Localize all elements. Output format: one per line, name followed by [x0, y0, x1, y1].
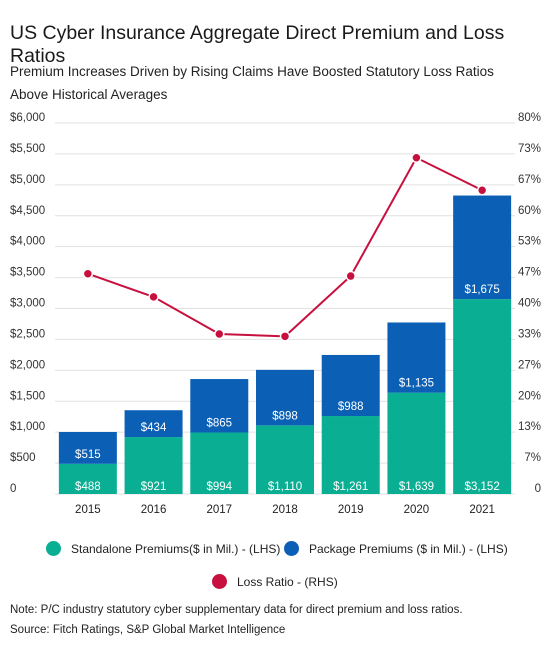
x-tick-label: 2016	[141, 504, 167, 516]
loss-ratio-point	[279, 331, 291, 342]
bar-standalone	[453, 299, 512, 494]
y-right-tick-label: 67%	[518, 174, 541, 186]
y-left-tick-label: $1,500	[10, 390, 45, 402]
legend-swatch-package	[284, 541, 299, 556]
legend-swatch-loss	[212, 574, 227, 589]
legend-package: Package Premiums ($ in Mil.) - (LHS)	[284, 541, 508, 556]
y-left-tick-label: $2,000	[10, 359, 45, 371]
chart-canvas: 0 0 $500 7% $1,000 13% $1,500 20% $2,000 27% $2,50…	[10, 112, 541, 516]
y-left-tick-label: $4,500	[10, 205, 45, 217]
y-left-tick-label: 0	[10, 483, 16, 495]
x-tick-label: 2015	[75, 504, 101, 516]
data-label-package: $1,135	[399, 378, 434, 390]
bar-standalone	[256, 425, 314, 494]
data-label-package: $865	[206, 418, 232, 430]
legend-standalone: Standalone Premiums($ in Mil.) - (LHS)	[46, 541, 280, 556]
chart-note: Note: P/C industry statutory cyber suppl…	[10, 604, 463, 616]
bar-standalone	[58, 463, 117, 494]
y-right-tick-label: 20%	[518, 390, 541, 402]
bar-package	[321, 354, 380, 417]
bar-package	[124, 410, 183, 438]
data-label-package: $898	[272, 410, 298, 422]
data-label-standalone: $1,639	[399, 481, 434, 493]
loss-ratio-point	[214, 328, 225, 340]
legend-loss: Loss Ratio - (RHS)	[212, 574, 338, 589]
data-label-standalone: $3,152	[465, 481, 500, 493]
bar-package	[58, 431, 117, 464]
legend-label-standalone: Standalone Premiums($ in Mil.) - (LHS)	[71, 541, 281, 556]
y-left-tick-label: $5,500	[10, 143, 45, 155]
bar-package	[256, 369, 314, 426]
chart-subtitle: Premium Increases Driven by Rising Claim…	[10, 64, 494, 102]
y-right-tick-label: 27%	[518, 359, 541, 371]
y-left-tick-label: $500	[10, 452, 36, 464]
y-left-tick-label: $1,000	[10, 421, 45, 433]
data-label-package: $434	[141, 422, 167, 434]
y-right-tick-label: 73%	[518, 143, 541, 155]
y-left-tick-label: $2,500	[10, 328, 45, 340]
data-label-package: $1,675	[465, 284, 500, 296]
y-left-tick-label: $3,000	[10, 298, 45, 310]
loss-ratio-point	[148, 291, 159, 303]
y-right-tick-label: 7%	[524, 452, 541, 464]
loss-ratio-point	[476, 184, 488, 196]
bar-standalone	[124, 437, 183, 494]
y-left-tick-label: $5,000	[10, 174, 45, 186]
bar-standalone	[321, 416, 380, 494]
y-right-tick-label: 40%	[518, 298, 541, 310]
y-right-tick-label: 60%	[518, 205, 541, 217]
loss-ratio-point	[411, 152, 422, 164]
x-tick-label: 2019	[338, 504, 364, 516]
y-right-tick-label: 47%	[518, 267, 541, 279]
x-tick-label: 2021	[469, 504, 495, 516]
data-label-package: $515	[75, 449, 101, 461]
x-tick-label: 2018	[272, 504, 298, 516]
y-left-tick-label: $3,500	[10, 267, 45, 279]
data-label-standalone: $994	[206, 481, 232, 493]
loss-ratio-point	[82, 268, 94, 279]
bar-package	[190, 379, 249, 433]
data-label-package: $988	[338, 401, 364, 413]
x-tick-label: 2017	[206, 504, 232, 516]
legend-label-package: Package Premiums ($ in Mil.) - (LHS)	[309, 541, 508, 556]
data-label-standalone: $488	[75, 481, 101, 493]
chart-source: Source: Fitch Ratings, S&P Global Market…	[10, 624, 286, 636]
data-label-standalone: $921	[141, 481, 167, 493]
y-right-tick-label: 33%	[518, 328, 541, 340]
y-right-tick-label: 53%	[518, 236, 541, 248]
chart-title: US Cyber Insurance Aggregate Direct Prem…	[10, 22, 505, 67]
data-label-standalone: $1,110	[268, 481, 302, 493]
legend-swatch-standalone	[46, 541, 61, 556]
y-right-tick-label: 13%	[518, 421, 541, 433]
bar-standalone	[190, 432, 249, 494]
y-right-tick-label: 0	[535, 483, 541, 495]
data-label-standalone: $1,261	[333, 481, 368, 493]
x-tick-label: 2020	[404, 504, 430, 516]
bar-standalone	[387, 392, 446, 494]
y-left-tick-label: $4,000	[10, 236, 45, 248]
legend-label-loss: Loss Ratio - (RHS)	[237, 574, 338, 589]
bar-package	[387, 322, 446, 393]
loss-ratio-point	[345, 270, 356, 282]
bar-package	[453, 195, 512, 300]
y-right-tick-label: 80%	[518, 112, 541, 124]
y-left-tick-label: $6,000	[10, 112, 45, 124]
